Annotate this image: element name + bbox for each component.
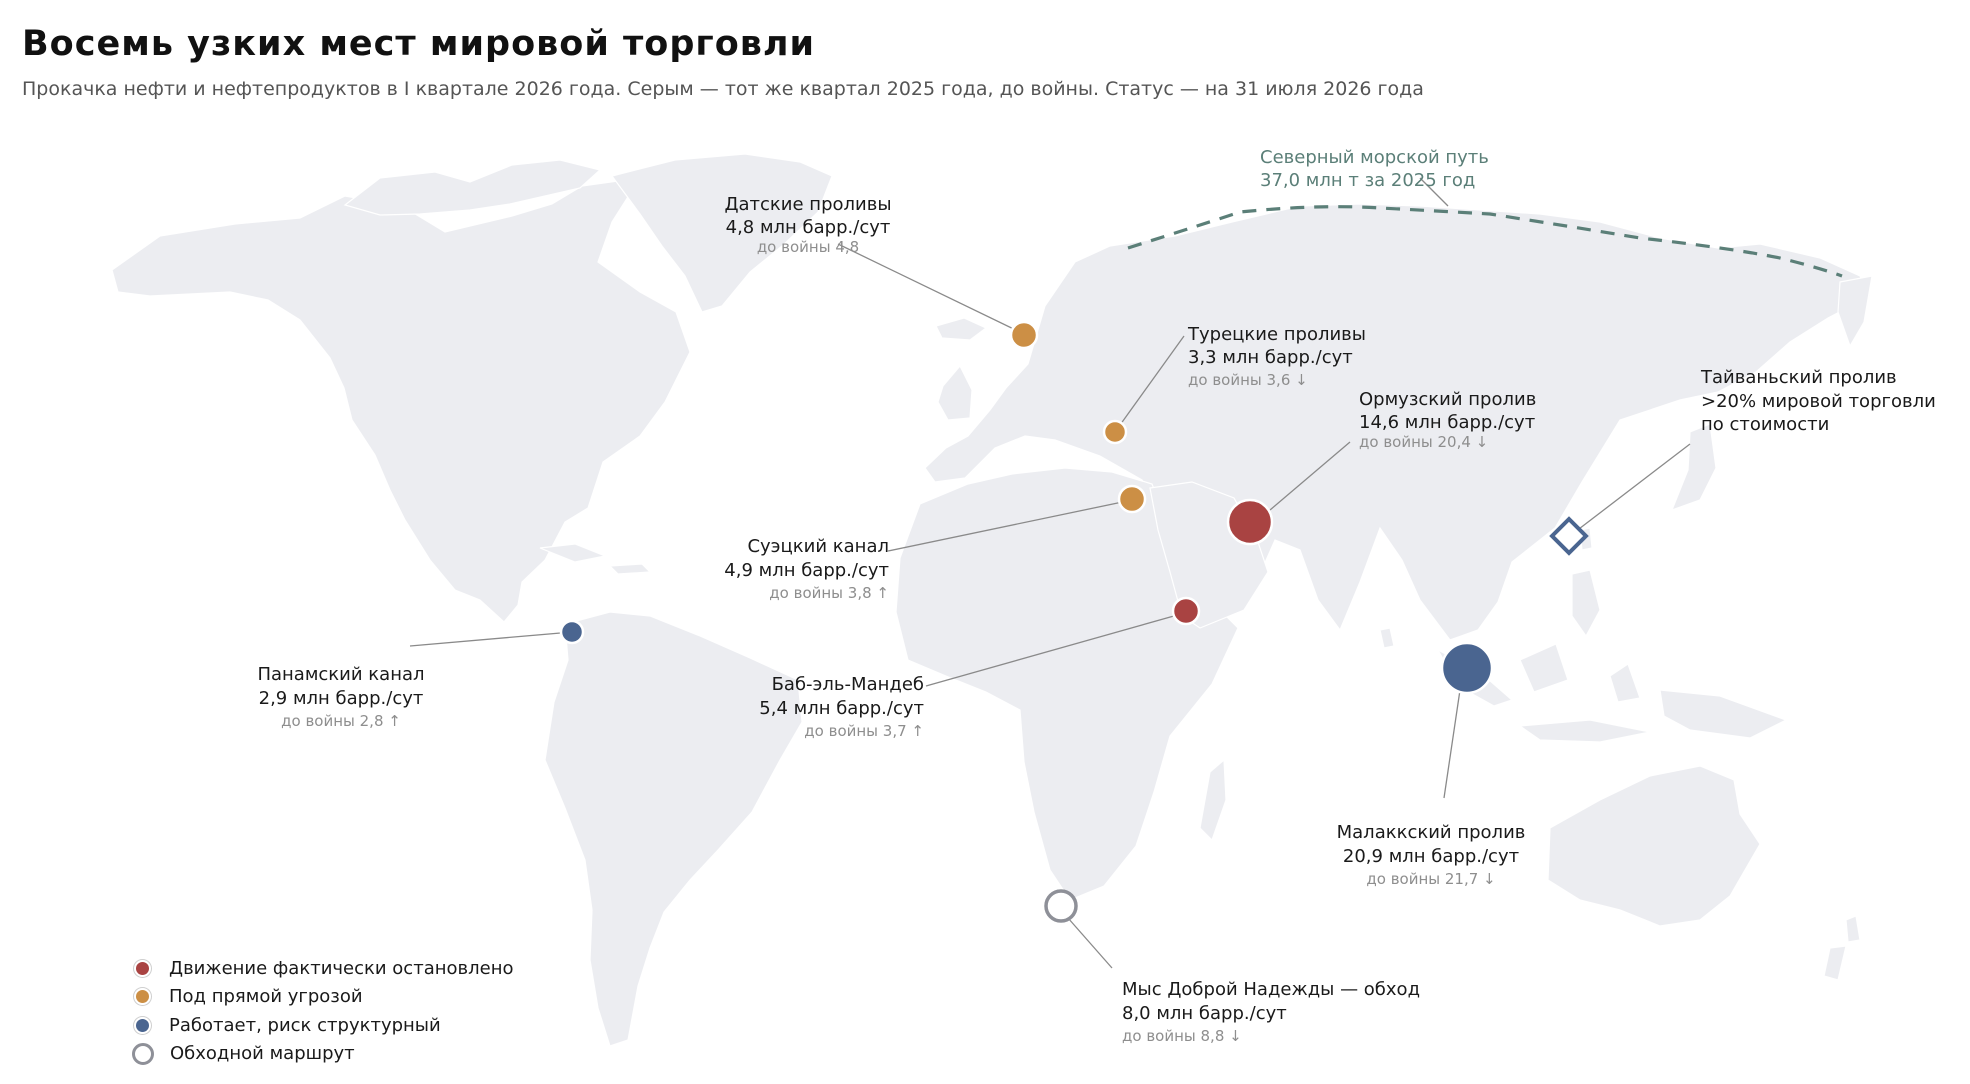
label-cape: Мыс Доброй Надежды — обход 8,0 млн барр.…	[1122, 979, 1420, 1045]
malacca-name: Малаккский пролив	[1337, 822, 1526, 843]
leader-cape	[1067, 917, 1113, 969]
land-south-america	[544, 611, 803, 1047]
panama-value: 2,9 млн барр./сут	[259, 688, 424, 709]
land-kamchatka	[1837, 275, 1873, 348]
chokepoint-markers	[559, 320, 1589, 923]
nsr-name: Северный морской путь	[1260, 147, 1489, 168]
marker-panama[interactable]	[559, 619, 585, 645]
legend-item-bypass: Обходной маршрут	[132, 1040, 513, 1069]
land-masses	[111, 153, 1873, 1047]
legend-item-structural: Работает, риск структурный	[134, 1011, 513, 1040]
malacca-value: 20,9 млн барр./сут	[1343, 846, 1519, 867]
land-madagascar	[1199, 758, 1227, 842]
label-hormuz: Ормузский пролив 14,6 млн барр./сут до в…	[1359, 389, 1536, 451]
page-subtitle: Прокачка нефти и нефтепродуктов в I квар…	[22, 78, 1424, 100]
leader-taiwan	[1574, 443, 1691, 533]
legend-swatch-stopped	[134, 959, 151, 977]
turkish-prewar: до войны 3,6 ↓	[1188, 371, 1308, 389]
marker-danish[interactable]	[1009, 320, 1039, 350]
hormuz-value: 14,6 млн барр./сут	[1359, 412, 1535, 433]
label-suez: Суэцкий канал 4,9 млн барр./сут до войны…	[724, 536, 889, 602]
cape-value: 8,0 млн барр./сут	[1122, 1003, 1287, 1024]
land-japan	[1670, 423, 1717, 512]
leader-danish	[837, 243, 1025, 335]
marker-turkish[interactable]	[1102, 419, 1128, 445]
marker-hormuz[interactable]	[1226, 498, 1274, 546]
label-bab: Баб-эль-Мандеб 5,4 млн барр./сут до войн…	[759, 674, 924, 740]
marker-suez[interactable]	[1117, 484, 1147, 514]
suez-name: Суэцкий канал	[747, 536, 889, 557]
malacca-prewar: до войны 21,7 ↓	[1366, 870, 1495, 888]
taiwan-line2: >20% мировой торговли	[1701, 391, 1936, 412]
legend-item-threat: Под прямой угрозой	[134, 983, 513, 1012]
leader-bab	[925, 611, 1189, 687]
panama-name: Панамский канал	[257, 664, 424, 685]
land-uk	[937, 364, 973, 421]
leader-malacca	[1443, 689, 1461, 799]
legend-label-structural: Работает, риск структурный	[169, 1014, 441, 1036]
page-title: Восемь узких мест мировой торговли	[22, 24, 816, 64]
bab-value: 5,4 млн барр./сут	[759, 698, 924, 719]
hormuz-prewar: до войны 20,4 ↓	[1359, 433, 1488, 451]
label-taiwan: Тайваньский пролив >20% мировой торговли…	[1700, 367, 1936, 435]
land-sri-lanka	[1379, 627, 1395, 649]
nsr-leader	[1419, 177, 1449, 207]
label-turkish: Турецкие проливы 3,3 млн барр./сут до во…	[1187, 324, 1366, 389]
turkish-name: Турецкие проливы	[1187, 324, 1366, 345]
legend-swatch-threat	[134, 988, 151, 1006]
legend-item-stopped: Движение фактически остановлено	[134, 954, 513, 983]
leader-turkish	[1114, 335, 1185, 433]
suez-value: 4,9 млн барр./сут	[724, 560, 889, 581]
land-greenland	[610, 153, 833, 313]
northern-sea-route	[1127, 205, 1843, 278]
danish-name: Датские проливы	[724, 194, 891, 215]
land-arctic-islands	[343, 159, 602, 216]
marker-bab[interactable]	[1171, 596, 1201, 626]
legend: Движение фактически остановлено Под прям…	[132, 954, 513, 1069]
taiwan-line3: по стоимости	[1701, 414, 1829, 435]
label-panama: Панамский канал 2,9 млн барр./сут до вой…	[257, 664, 424, 730]
legend-label-bypass: Обходной маршрут	[170, 1043, 355, 1065]
label-danish: Датские проливы 4,8 млн барр./сут до вой…	[724, 194, 891, 256]
legend-label-stopped: Движение фактически остановлено	[169, 957, 514, 979]
legend-swatch-bypass	[132, 1042, 154, 1065]
legend-label-threat: Под прямой угрозой	[169, 986, 363, 1008]
panama-prewar: до войны 2,8 ↑	[281, 712, 401, 730]
bab-prewar: до войны 3,7 ↑	[804, 722, 924, 740]
leader-suez	[887, 499, 1133, 552]
marker-cape[interactable]	[1044, 889, 1078, 923]
legend-swatch-structural	[134, 1016, 151, 1034]
land-australia	[1547, 765, 1761, 927]
marker-malacca[interactable]	[1440, 641, 1494, 695]
land-iceland	[935, 317, 988, 341]
nsr-value: 37,0 млн т за 2025 год	[1260, 170, 1475, 191]
danish-prewar: до войны 4,8	[757, 238, 859, 256]
leader-hormuz	[1269, 441, 1351, 511]
cape-prewar: до войны 8,8 ↓	[1122, 1027, 1242, 1045]
marker-taiwan[interactable]	[1549, 516, 1589, 556]
land-indonesia	[1436, 643, 1788, 743]
suez-prewar: до войны 3,8 ↑	[769, 584, 889, 602]
danish-value: 4,8 млн барр./сут	[726, 217, 891, 238]
bab-name: Баб-эль-Мандеб	[772, 674, 924, 695]
land-north-america	[111, 177, 691, 623]
taiwan-name: Тайваньский пролив	[1700, 367, 1897, 388]
leader-panama	[409, 631, 573, 647]
turkish-value: 3,3 млн барр./сут	[1188, 347, 1353, 368]
hormuz-name: Ормузский пролив	[1359, 389, 1536, 410]
land-caribbean	[539, 543, 652, 575]
cape-name: Мыс Доброй Надежды — обход	[1122, 979, 1420, 1000]
land-philippines	[1571, 569, 1601, 638]
label-malacca: Малаккский пролив 20,9 млн барр./сут до …	[1337, 822, 1526, 888]
land-new-zealand	[1823, 915, 1861, 981]
